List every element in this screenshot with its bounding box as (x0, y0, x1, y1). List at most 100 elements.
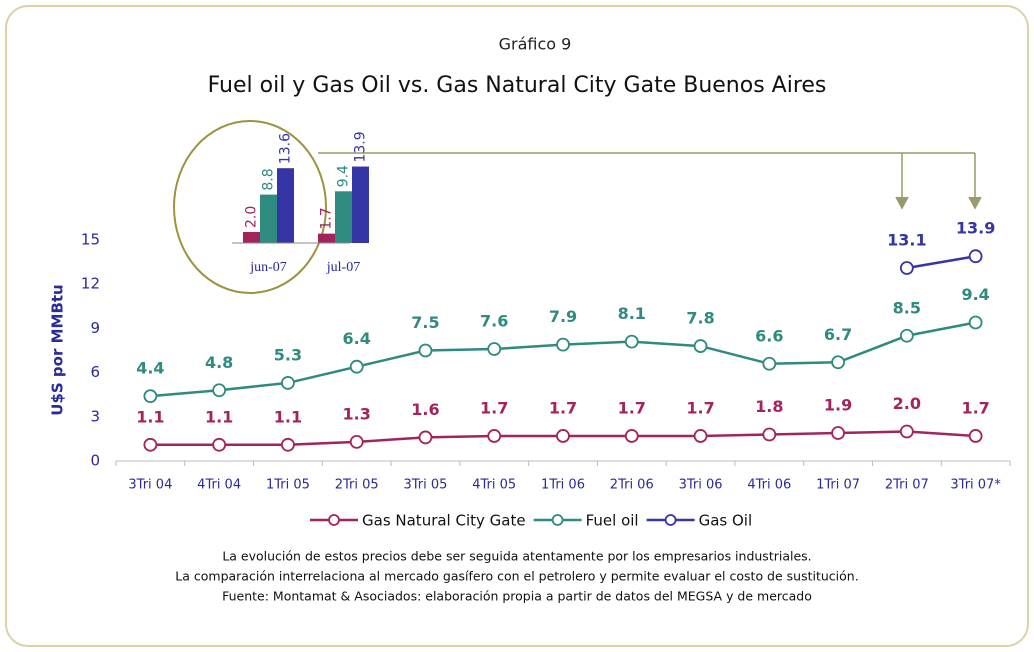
inset-value-label: 13.6 (278, 133, 294, 164)
data-label: 4.8 (205, 353, 233, 372)
data-point (831, 355, 845, 370)
data-point (418, 343, 433, 358)
data-point (968, 315, 983, 330)
data-point (212, 383, 227, 398)
inset-bar (277, 168, 294, 243)
data-point (762, 356, 777, 371)
data-point (349, 359, 364, 374)
y-tick-label: 0 (90, 452, 100, 470)
inset-value-label: 8.8 (261, 168, 277, 190)
inset-frame (173, 120, 327, 294)
data-label: 6.4 (343, 329, 371, 348)
y-axis-title: U$S por MMBtu (49, 284, 67, 415)
data-point (968, 429, 983, 443)
data-label: 13.9 (956, 219, 995, 238)
inset-bar (260, 194, 277, 243)
data-label: 2.0 (893, 394, 921, 413)
x-tick-label: 1Tri 06 (541, 478, 585, 493)
data-label: 9.4 (961, 285, 989, 304)
data-label: 8.1 (618, 304, 646, 323)
x-tick-label: 4Tri 04 (197, 478, 241, 493)
data-label: 5.3 (274, 345, 302, 364)
data-label: 1.1 (136, 407, 164, 426)
data-label: 1.7 (961, 398, 989, 417)
inset-value-label: 13.9 (353, 131, 369, 162)
data-label: 8.5 (893, 298, 921, 317)
inset-bar (318, 233, 335, 243)
x-tick-label: 1Tri 05 (266, 478, 310, 493)
legend-marker (664, 514, 677, 526)
data-point (281, 437, 295, 452)
data-point (212, 437, 227, 452)
x-tick-label: 4Tri 05 (472, 478, 516, 493)
data-point (418, 430, 433, 445)
inset-bar (243, 232, 260, 243)
y-tick-label: 6 (90, 363, 100, 381)
data-point (281, 376, 295, 390)
data-label: 7.8 (686, 309, 714, 328)
data-point (556, 429, 570, 443)
data-label: 1.7 (480, 398, 508, 417)
data-label: 7.6 (480, 312, 508, 331)
x-tick-label: 3Tri 07* (950, 478, 1001, 493)
data-point (143, 389, 158, 404)
data-label: 1.8 (755, 397, 783, 416)
legend-label: Gas Oil (699, 512, 753, 530)
x-tick-label: 2Tri 06 (610, 478, 654, 493)
data-point (831, 426, 845, 440)
y-tick-label: 3 (90, 407, 100, 425)
data-point (349, 434, 364, 449)
data-point (624, 429, 639, 443)
x-tick-label: 3Tri 05 (403, 478, 447, 493)
data-label: 1.9 (824, 396, 852, 415)
data-point (899, 328, 914, 343)
data-point (624, 334, 639, 349)
x-tick-label: 3Tri 04 (128, 478, 172, 493)
inset-value-label: 1.7 (319, 207, 335, 229)
data-label: 1.7 (686, 398, 714, 417)
data-label: 1.7 (618, 398, 646, 417)
data-point (762, 427, 777, 442)
callout-lines (318, 152, 982, 210)
y-tick-label: 15 (81, 231, 100, 249)
x-tick-label: 4Tri 06 (747, 478, 791, 493)
inset-value-label: 2.0 (244, 206, 260, 228)
series-line (906, 254, 976, 270)
inset-category-label: jul-07 (326, 260, 360, 275)
y-tick-label: 9 (90, 319, 100, 337)
data-point (899, 261, 914, 275)
legend-marker (328, 514, 340, 526)
data-point (556, 337, 570, 352)
legend-marker (551, 514, 564, 526)
legend-label: Fuel oil (586, 512, 639, 530)
data-point (143, 437, 158, 452)
x-tick-label: 1Tri 07 (816, 478, 860, 493)
data-label: 1.7 (549, 398, 577, 417)
data-label: 1.1 (205, 407, 233, 426)
data-point (899, 424, 914, 439)
x-tick-label: 2Tri 05 (335, 478, 379, 493)
data-label: 1.3 (343, 404, 371, 423)
data-label: 6.6 (755, 326, 783, 345)
data-label: 1.6 (411, 400, 439, 419)
footnote: La evolución de estos precios debe ser s… (222, 549, 811, 564)
data-point (968, 249, 983, 264)
data-label: 13.1 (887, 230, 926, 249)
inset-bar (335, 191, 352, 243)
y-tick-label: 12 (81, 275, 100, 293)
data-point (693, 429, 708, 443)
chart-title: Fuel oil y Gas Oil vs. Gas Natural City … (208, 73, 827, 98)
data-label: 4.4 (136, 359, 164, 378)
footnote: La comparación interrelaciona al mercado… (175, 569, 858, 584)
inset-bar (352, 166, 369, 243)
chart-label: Gráfico 9 (499, 35, 572, 54)
data-point (693, 339, 708, 353)
inset-value-label: 9.4 (336, 165, 352, 187)
data-point (487, 429, 502, 443)
data-label: 6.7 (824, 325, 852, 344)
footnote: Fuente: Montamat & Asociados: elaboració… (222, 589, 812, 604)
data-label: 7.9 (549, 307, 577, 326)
data-label: 7.5 (411, 313, 439, 332)
